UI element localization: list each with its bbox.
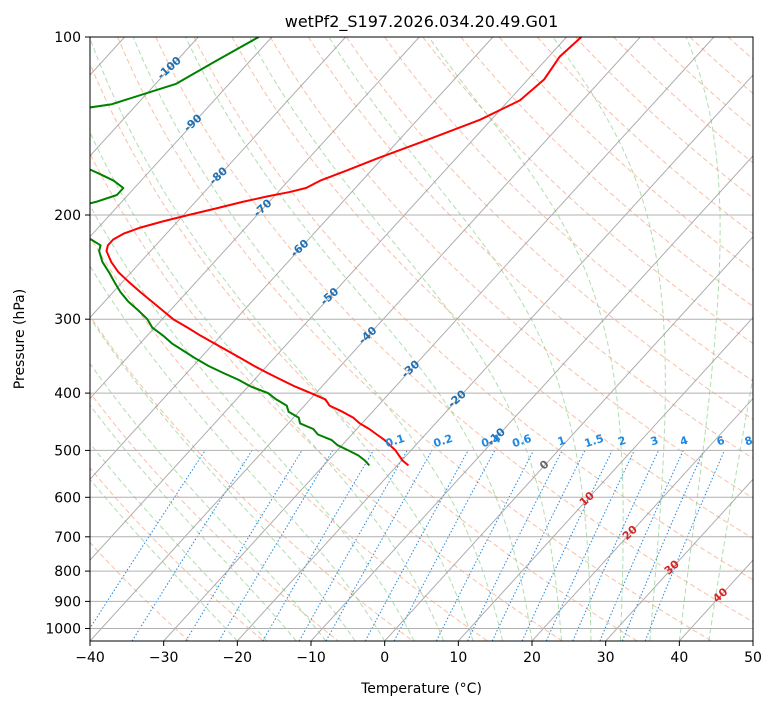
chart-title: wetPf2_S197.2026.034.20.49.G01	[285, 12, 559, 32]
y-tick-label: 300	[54, 312, 81, 328]
mixing-ratio-label: 1	[556, 434, 567, 449]
moist-adiabat-line	[90, 131, 445, 641]
x-tick-label: 40	[670, 650, 688, 666]
isotherm-line	[90, 37, 420, 400]
mixing-ratio-line	[393, 450, 496, 641]
dry-adiabat-line	[498, 37, 753, 271]
x-tick-label: −10	[296, 650, 326, 666]
mixing-ratio-line	[298, 450, 408, 641]
isotherm-line	[605, 478, 753, 641]
moist-adiabat-line	[428, 37, 624, 641]
y-tick-label: 200	[54, 208, 81, 224]
y-tick-label: 400	[54, 386, 81, 402]
mixing-ratio-line	[185, 450, 303, 641]
y-tick-label: 800	[54, 564, 81, 580]
dry-adiabat-line	[90, 62, 638, 641]
mixing-ratio-line	[491, 450, 586, 641]
moist-adiabat-line	[90, 316, 356, 641]
moist-adiabat-line	[185, 37, 533, 641]
dewpoint-profile	[90, 37, 371, 467]
mixing-ratio-line	[131, 450, 253, 641]
moist-adiabat-line	[90, 404, 297, 641]
mixing-ratio-line	[599, 450, 684, 641]
moist-adiabat-line	[708, 374, 753, 641]
x-axis-label: Temperature (°C)	[360, 681, 482, 697]
isotherm-line	[90, 37, 567, 561]
mixing-ratio-label: 4	[678, 434, 690, 449]
dry-adiabat-line	[613, 37, 753, 164]
mixing-ratio-label: 3	[649, 434, 660, 449]
moist-adiabat-line	[90, 265, 386, 641]
dry-adiabat-line	[269, 37, 753, 499]
x-tick-label: 0	[380, 650, 389, 666]
mixing-ratio-line	[621, 450, 705, 641]
isotherm-line	[90, 37, 641, 641]
mixing-ratio-line	[545, 450, 635, 641]
mixing-ratio-line	[364, 450, 469, 641]
mixing-ratio-label: 1.5	[583, 432, 606, 450]
moist-adiabat-line	[678, 37, 721, 641]
mixing-ratio-label: 0.1	[384, 432, 407, 450]
mixing-ratio-label: 2	[616, 434, 627, 449]
plot-frame	[89, 36, 754, 642]
series-lines	[90, 37, 582, 467]
isotherm-line	[236, 74, 753, 641]
isotherm-line	[90, 37, 494, 481]
dry-adiabat-line	[193, 37, 753, 581]
mixing-ratio-label: 6	[715, 434, 727, 449]
x-tick-label: −30	[149, 650, 179, 666]
mixing-ratio-line	[521, 450, 613, 641]
y-tick-label: 700	[54, 530, 81, 546]
x-tick-label: 20	[523, 650, 541, 666]
isotherm-line	[384, 235, 753, 641]
temperature-profile	[105, 37, 582, 467]
moist-adiabat-line	[552, 37, 666, 641]
mixing-ratio-line	[572, 450, 660, 641]
x-tick-label: −20	[223, 650, 253, 666]
x-tick-label: 50	[744, 650, 762, 666]
mixing-ratio-line	[90, 450, 206, 630]
mixing-ratio-label: 0.6	[511, 432, 534, 450]
mixing-ratio-line	[435, 450, 535, 641]
dry-adiabat-line	[155, 37, 753, 623]
mixing-ratio-label: 8	[743, 434, 754, 449]
dry-adiabat-line	[575, 37, 753, 199]
y-axis-label: Pressure (hPa)	[12, 289, 28, 389]
moist-adiabat-line	[90, 37, 474, 641]
dry-adiabat-line	[422, 37, 753, 345]
x-tick-label: 30	[597, 650, 615, 666]
moist-adiabat-line	[249, 37, 562, 641]
mixing-ratio-label: 0.2	[432, 432, 455, 450]
moist-adiabat-line	[90, 442, 268, 641]
dry-adiabat-line	[231, 37, 753, 540]
moist-adiabat-line	[90, 478, 238, 641]
dry-adiabat-line	[384, 37, 753, 382]
dry-adiabat-line	[90, 152, 563, 641]
x-tick-label: 10	[449, 650, 467, 666]
dry-adiabat-line	[90, 467, 264, 641]
y-tick-label: 600	[54, 490, 81, 506]
dry-adiabat-line	[117, 37, 712, 641]
dry-adiabat-line	[90, 391, 339, 641]
isotherm-line	[310, 155, 753, 641]
mixing-ratio-label: 0.4	[480, 432, 503, 450]
moist-adiabat-line	[132, 37, 503, 641]
moist-adiabat-line	[90, 204, 415, 641]
background-lines	[90, 37, 753, 641]
isotherm-line	[163, 37, 715, 641]
moist-adiabat-line	[328, 37, 592, 641]
x-tick-label: −40	[75, 650, 105, 666]
isotherm-line	[90, 37, 199, 157]
y-tick-label: 100	[54, 30, 81, 46]
axes: −40 −30 −20 −10 0 10 20 30 40 5010020030040050060…	[45, 30, 762, 666]
mixing-ratio-line	[325, 450, 433, 641]
isotherm-line	[90, 37, 346, 319]
isotherm-line	[531, 397, 753, 641]
y-tick-label: 1000	[45, 622, 81, 638]
isotherm-line	[457, 316, 753, 641]
isotherm-line	[90, 37, 273, 238]
y-tick-label: 900	[54, 594, 81, 610]
y-tick-label: 500	[54, 443, 81, 459]
